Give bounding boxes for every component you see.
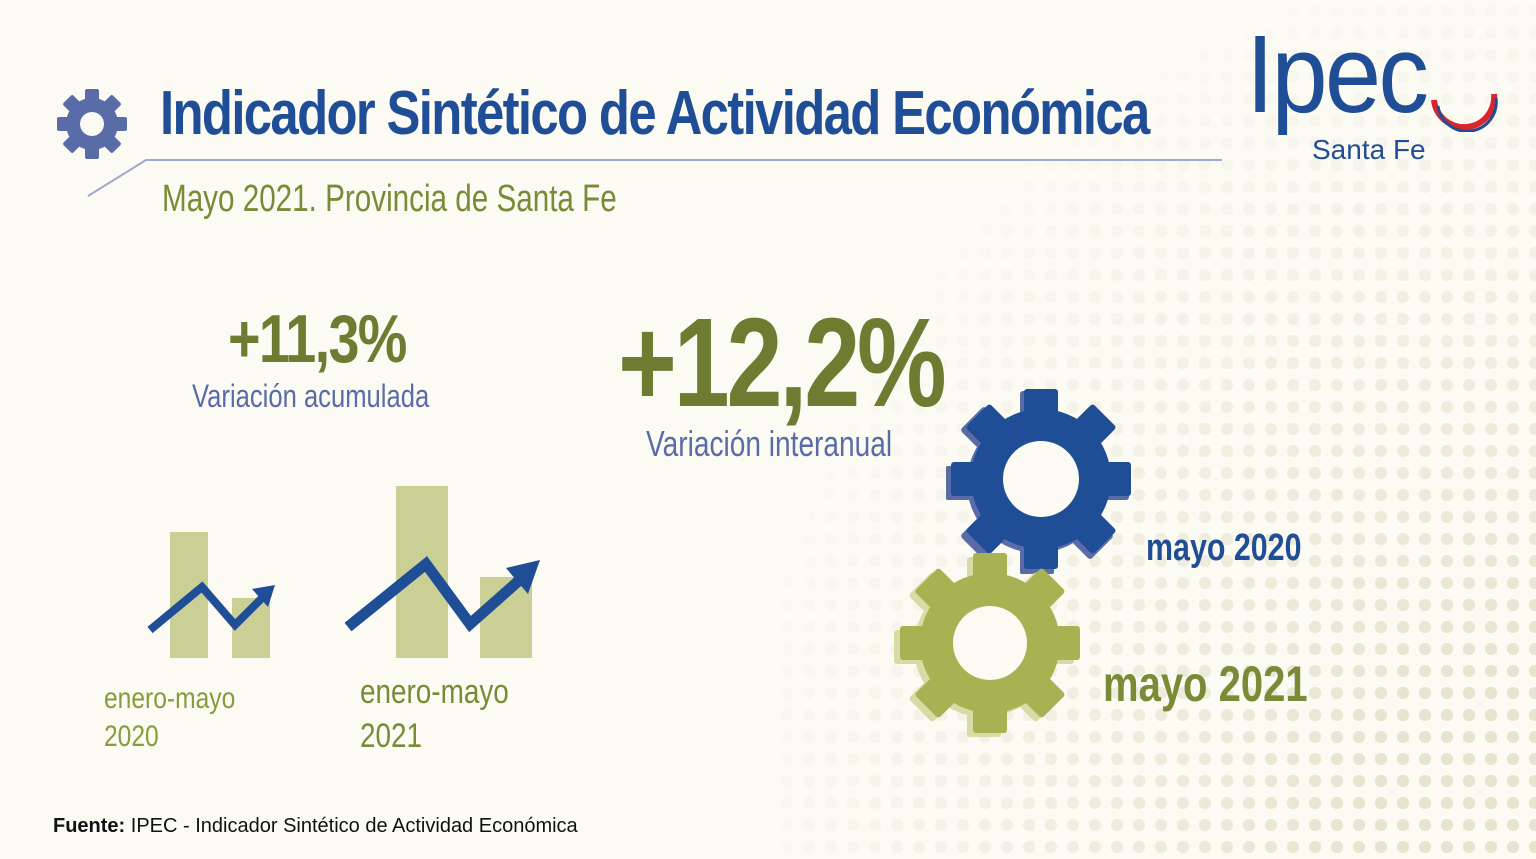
accumulated-variation-value: +11,3% <box>228 301 407 377</box>
interannual-variation-value: +12,2% <box>618 292 947 433</box>
trend-chart-small-icon <box>147 532 275 658</box>
gear-icon <box>57 89 127 159</box>
gear-icon-blue <box>946 389 1131 574</box>
gear-icon-green <box>894 553 1080 737</box>
page-title: Indicador Sintético de Actividad Económi… <box>160 79 1150 148</box>
interannual-variation-label: Variación interanual <box>646 423 893 464</box>
page-subtitle: Mayo 2021. Provincia de Santa Fe <box>162 178 617 220</box>
dot-pattern-background <box>776 0 1536 859</box>
source-note: Fuente: IPEC - Indicador Sintético de Ac… <box>53 815 578 838</box>
period-label-2021: enero-mayo 2021 <box>360 673 509 755</box>
period-label-may-2021: mayo 2021 <box>1103 656 1308 712</box>
header-divider <box>87 159 1222 197</box>
ipec-logo-text: Ipec <box>1246 13 1429 136</box>
accumulated-variation-label: Variación acumulada <box>192 378 430 414</box>
logo-swoosh-icon <box>1431 93 1498 132</box>
source-label: Fuente: <box>53 815 126 837</box>
period-label-may-2020: mayo 2020 <box>1146 527 1302 569</box>
ipec-logo-wordmark: Ipec <box>1246 20 1429 130</box>
source-text: IPEC - Indicador Sintético de Actividad … <box>130 815 578 837</box>
trend-chart-large-icon <box>344 486 540 658</box>
logo-region: Santa Fe <box>1312 134 1426 165</box>
period-label-2020: enero-mayo 2020 <box>104 682 236 753</box>
